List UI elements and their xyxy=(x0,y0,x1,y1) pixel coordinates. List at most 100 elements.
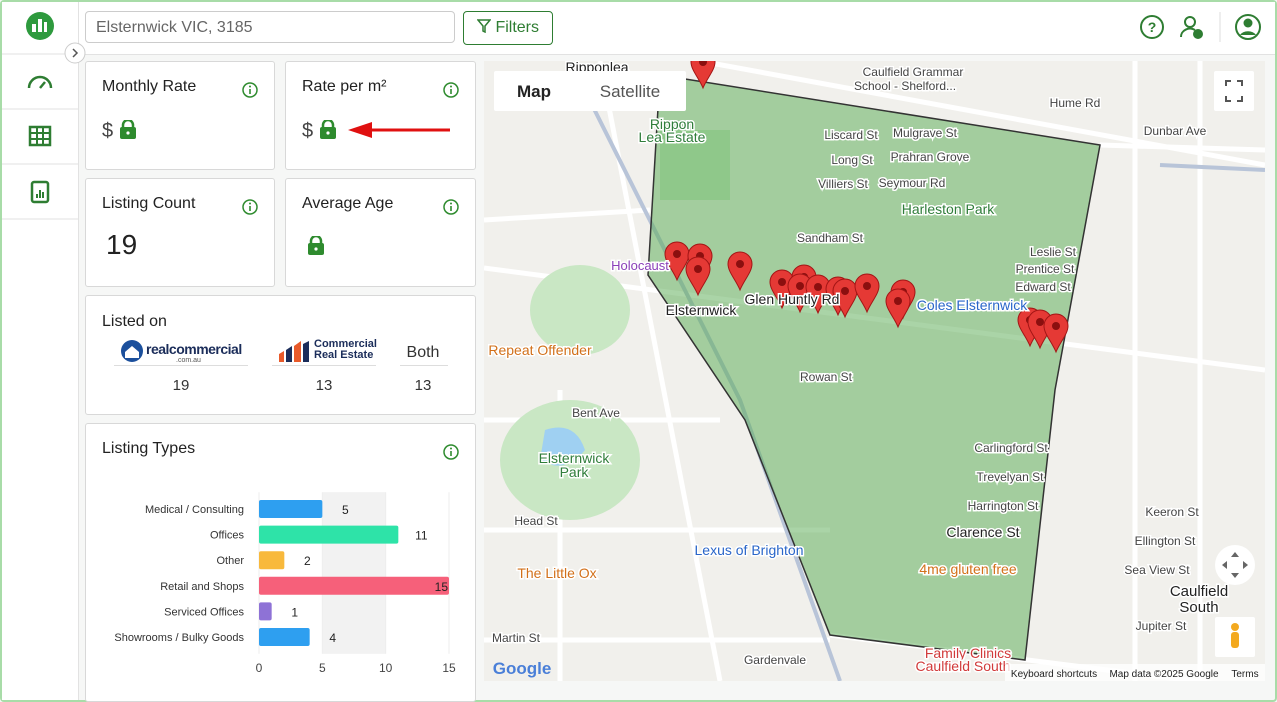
info-icon[interactable] xyxy=(443,199,459,215)
pin-dot xyxy=(1036,318,1044,326)
map-label: Coles Elsternwick xyxy=(917,297,1028,313)
source-line: Real Estate xyxy=(314,349,374,361)
map-label: Jupiter St xyxy=(1136,619,1187,633)
map-label: Rippon xyxy=(650,116,694,132)
source-sub: .com.au xyxy=(176,357,201,364)
pin-dot xyxy=(863,282,871,290)
collapse-button[interactable] xyxy=(64,42,86,64)
card-title: Listed on xyxy=(102,313,167,330)
account-icon[interactable] xyxy=(1235,14,1261,40)
cre-logo xyxy=(279,341,309,362)
map-label: Hume Rd xyxy=(1050,96,1101,110)
map-label: Dunbar Ave xyxy=(1144,124,1207,138)
pin-dot xyxy=(841,287,849,295)
dashboard-icon[interactable] xyxy=(27,75,53,89)
pin-dot xyxy=(694,265,702,273)
help-icon[interactable] xyxy=(1140,15,1164,39)
listing-pin[interactable] xyxy=(690,61,716,90)
map-label: Caulfield Grammar xyxy=(863,65,964,79)
card-title: Rate per m² xyxy=(302,78,387,95)
listing-pin[interactable] xyxy=(805,274,831,315)
listing-pin[interactable] xyxy=(727,251,753,292)
listing-pin[interactable] xyxy=(685,256,711,297)
filters-button[interactable]: Filters xyxy=(463,11,553,45)
top-bar xyxy=(2,2,1275,55)
lock-icon xyxy=(120,120,136,140)
map-tab[interactable]: Satellite xyxy=(600,82,660,101)
filter-icon xyxy=(476,19,492,34)
map-label: Sea View St xyxy=(1124,563,1190,577)
map-label: School - Shelford... xyxy=(854,79,956,93)
sidebar xyxy=(2,2,79,700)
pin-dot xyxy=(894,297,902,305)
info-icon[interactable] xyxy=(242,199,258,215)
header-icons: ? xyxy=(1140,12,1261,42)
map-label: Lea Estate xyxy=(639,129,706,145)
map-type-control xyxy=(494,71,686,111)
map-label: Trevelyan St xyxy=(977,470,1045,484)
source-line: Commercial xyxy=(314,338,377,350)
map-label: Family Clinics xyxy=(925,645,1011,661)
source-count: 13 xyxy=(414,377,432,394)
pin-dot xyxy=(736,260,744,268)
sidebar-icons xyxy=(2,12,78,220)
currency: $ xyxy=(302,120,314,142)
map-label: Sandham St xyxy=(797,231,864,245)
red-arrow xyxy=(348,122,450,138)
map-label: Liscard St xyxy=(824,128,878,142)
map-label: Villiers St xyxy=(818,177,868,191)
add-user-icon[interactable] xyxy=(1184,16,1196,28)
keyboard-shortcuts[interactable]: Keyboard shortcuts xyxy=(1011,669,1097,680)
terms-link[interactable]: Terms xyxy=(1231,669,1258,680)
map-label: Leslie St xyxy=(1030,245,1077,259)
map-label: Mulgrave St xyxy=(893,126,958,140)
info-icon[interactable] xyxy=(443,444,459,460)
info-icon[interactable] xyxy=(242,82,258,98)
source-name: Both xyxy=(406,344,440,361)
currency: $ xyxy=(102,120,114,142)
card-title: Listing Types xyxy=(102,440,196,457)
pin-dot xyxy=(673,250,681,258)
svg-text:?: ? xyxy=(1148,19,1157,35)
source-count: 19 xyxy=(172,377,190,394)
listing-pin[interactable] xyxy=(832,278,858,319)
listing-pin[interactable] xyxy=(885,288,911,329)
source-name: realcommercial xyxy=(146,341,242,357)
fullscreen-button[interactable] xyxy=(1214,71,1254,111)
info-icon[interactable] xyxy=(443,82,459,98)
search-area[interactable] xyxy=(647,74,1101,661)
average-age-card: Average Age xyxy=(285,178,476,287)
map-label: Head St xyxy=(514,514,558,528)
map-tab[interactable]: Map xyxy=(517,82,551,101)
card-title: Monthly Rate xyxy=(102,78,197,95)
map-label: Prahran Grove xyxy=(891,150,970,164)
pin-dot xyxy=(814,283,822,291)
pin-dot xyxy=(796,282,804,290)
rate-per-m2-card: Rate per m² $ xyxy=(285,61,476,170)
listing-pin[interactable] xyxy=(854,273,880,314)
pin-dot xyxy=(699,61,707,66)
map-label: Edward St xyxy=(1015,280,1071,294)
map-label: Bent Ave xyxy=(572,406,620,420)
map-label: Repeat Offender xyxy=(488,342,592,358)
camera-control[interactable] xyxy=(1215,545,1255,585)
listing-pin[interactable] xyxy=(1043,313,1069,354)
table-icon[interactable] xyxy=(28,125,52,147)
source-name: Commercial Real Estate xyxy=(314,339,377,361)
map-label: The Little Ox xyxy=(517,565,596,581)
listing-count-card: Listing Count 19 xyxy=(85,178,275,287)
listing-pin[interactable] xyxy=(664,241,690,282)
map-label: Caulfield xyxy=(1170,583,1228,600)
map-attribution: Map data ©2025 Google xyxy=(1109,669,1219,680)
search-input[interactable]: Elsternwick VIC, 3185 xyxy=(85,11,455,43)
map-label: Caulfield South xyxy=(916,658,1011,674)
listing-types-card: Listing Types xyxy=(85,423,476,702)
report-icon[interactable] xyxy=(30,180,50,204)
map-label: Keeron St xyxy=(1145,505,1199,519)
map-label: Ellington St xyxy=(1135,534,1196,548)
map-label: Long St xyxy=(831,153,873,167)
listing-count: 19 xyxy=(106,229,138,260)
lock-icon xyxy=(308,236,324,256)
